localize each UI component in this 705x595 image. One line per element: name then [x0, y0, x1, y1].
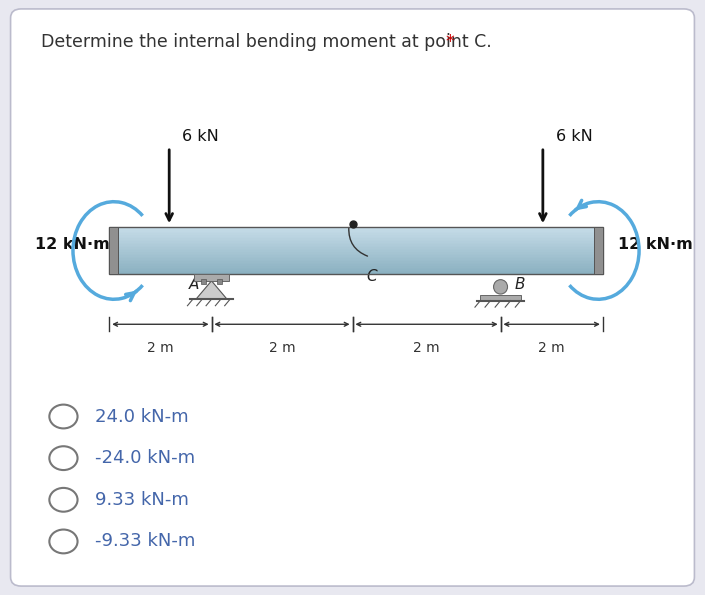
Bar: [109, 272, 603, 274]
Polygon shape: [196, 281, 227, 299]
Bar: [109, 245, 603, 246]
Text: 6 kN: 6 kN: [182, 129, 219, 144]
Bar: [109, 263, 603, 264]
Bar: [109, 269, 603, 271]
Bar: [109, 241, 603, 243]
Text: Determine the internal bending moment at point C.: Determine the internal bending moment at…: [41, 33, 497, 51]
Bar: [202, 279, 206, 284]
Bar: [109, 268, 603, 269]
Bar: [594, 227, 603, 274]
Text: A: A: [189, 277, 199, 292]
Text: 2 m: 2 m: [147, 341, 173, 355]
Text: -24.0 kN-m: -24.0 kN-m: [95, 449, 195, 467]
Bar: [109, 260, 603, 261]
Bar: [109, 230, 603, 232]
Bar: [109, 255, 603, 256]
Bar: [109, 227, 603, 229]
Text: B: B: [515, 277, 525, 292]
Bar: [109, 235, 603, 237]
Bar: [109, 227, 603, 274]
Bar: [109, 271, 603, 272]
Bar: [109, 243, 603, 245]
Bar: [109, 252, 603, 253]
Bar: [109, 256, 603, 258]
Text: *: *: [446, 33, 454, 51]
Text: 9.33 kN-m: 9.33 kN-m: [95, 491, 189, 509]
Bar: [109, 249, 603, 250]
Text: 2 m: 2 m: [413, 341, 440, 355]
Bar: [109, 240, 603, 241]
Text: 12 kN·m: 12 kN·m: [618, 237, 693, 252]
Bar: [109, 229, 603, 230]
Text: -9.33 kN-m: -9.33 kN-m: [95, 533, 195, 550]
Text: 2 m: 2 m: [539, 341, 565, 355]
Bar: [109, 248, 603, 249]
Text: C: C: [366, 269, 377, 284]
Bar: [109, 253, 603, 255]
Bar: [195, 274, 228, 281]
Text: 2 m: 2 m: [269, 341, 295, 355]
Bar: [109, 261, 603, 263]
Bar: [480, 295, 521, 300]
Bar: [109, 264, 603, 266]
Ellipse shape: [493, 280, 508, 294]
Text: 6 kN: 6 kN: [556, 129, 592, 144]
Bar: [109, 232, 603, 233]
Text: 12 kN·m: 12 kN·m: [35, 237, 110, 252]
Bar: [109, 246, 603, 248]
Bar: [109, 238, 603, 240]
Bar: [217, 279, 221, 284]
Bar: [109, 237, 603, 238]
Bar: [109, 227, 118, 274]
Bar: [109, 233, 603, 235]
Bar: [109, 266, 603, 268]
Text: 24.0 kN-m: 24.0 kN-m: [95, 408, 189, 425]
Bar: [109, 250, 603, 252]
Bar: [109, 258, 603, 260]
